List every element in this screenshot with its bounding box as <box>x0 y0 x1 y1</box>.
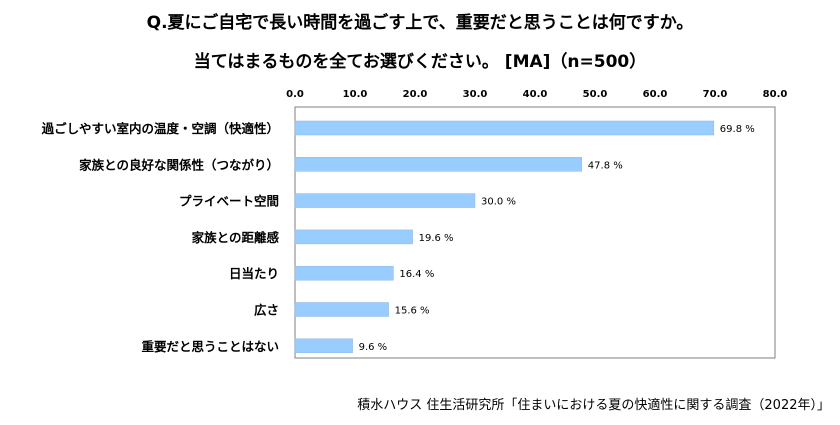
data-label: 9.6 % <box>359 342 388 353</box>
bar <box>294 229 413 245</box>
x-tick-label: 10.0 <box>343 89 368 100</box>
bar <box>294 193 476 208</box>
data-label: 30.0 % <box>481 197 516 208</box>
bar-chart: 0.0 10.0 20.0 30.0 40.0 50.0 60.0 70.0 80.0 過ごしやす… <box>41 89 788 359</box>
category-label: 重要だと思うことはない <box>141 339 279 354</box>
x-tick-label: 40.0 <box>523 89 548 100</box>
x-tick-label: 0.0 <box>286 89 304 100</box>
bar <box>294 120 715 136</box>
category-label: 広さ <box>254 303 279 318</box>
data-label: 15.6 % <box>395 306 430 317</box>
category-label: 過ごしやすい室内の温度・空調（快適性） <box>41 121 279 136</box>
category-label: プライベート空間 <box>179 194 279 209</box>
x-tick-label: 30.0 <box>463 89 488 100</box>
category-label: 日当たり <box>229 266 279 281</box>
category-label: 家族との良好な関係性（つながり） <box>79 157 279 172</box>
category-label: 家族との距離感 <box>192 230 280 245</box>
x-tick-label: 80.0 <box>763 89 788 100</box>
data-label: 47.8 % <box>588 160 623 171</box>
bar <box>294 157 583 172</box>
x-tick-label: 20.0 <box>403 89 428 100</box>
data-label: 69.8 % <box>720 124 755 135</box>
data-label: 19.6 % <box>419 233 454 244</box>
bar <box>294 302 389 317</box>
source-note: 積水ハウス 住生活研究所「住まいにおける夏の快適性に関する調査（2022年）」 <box>357 398 830 413</box>
x-tick-label: 50.0 <box>583 89 608 100</box>
x-tick-label: 70.0 <box>703 89 728 100</box>
bar <box>294 265 394 281</box>
data-label: 16.4 % <box>399 269 434 280</box>
x-tick-label: 60.0 <box>643 89 668 100</box>
chart-title-line2: 当てはまるものを全てお選びください。 [MA]（n=500） <box>193 52 647 72</box>
bar <box>294 338 353 354</box>
chart-title-line1: Q.夏にご自宅で長い時間を過ごす上で、重要だと思うことは何ですか。 <box>146 13 694 33</box>
